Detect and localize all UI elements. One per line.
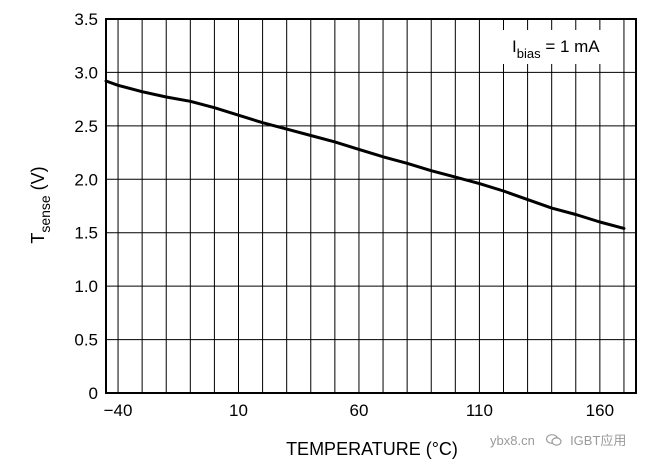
watermark: ybx8.cn IGBT应用 [490,430,626,449]
annotation-main: I [512,37,517,56]
annotation-box [500,30,620,64]
annotation-sub: bias [517,46,541,61]
x-tick-label: 160 [586,401,614,420]
x-axis-ticks: −40 10 60 110 160 [104,401,614,420]
y-tick-label: 2.5 [74,117,98,136]
watermark-account: IGBT应用 [570,433,627,448]
y-axis-ticks: 0 0.5 1.0 1.5 2.0 2.5 3.0 3.5 [74,10,98,403]
y-tick-label: 2.0 [74,170,98,189]
y-tick-label: 0.5 [74,331,98,350]
y-axis-label-main: T [28,233,48,244]
x-tick-label: 10 [229,401,248,420]
y-tick-label: 0 [89,384,98,403]
y-axis-label-unit: (V) [28,166,48,195]
series-line-tsense [104,79,626,230]
wechat-icon [546,434,563,446]
x-axis-label: TEMPERATURE (°C) [286,439,458,459]
grid [106,19,636,393]
annotation-ibias: Ibias = 1 mA [512,37,600,61]
y-tick-label: 3.0 [74,63,98,82]
plot-frame [105,18,637,394]
y-tick-label: 1.0 [74,277,98,296]
x-tick-label: 110 [466,401,493,420]
y-axis-label: Tsense (V) [28,166,53,243]
y-axis-label-sub: sense [37,195,53,233]
watermark-site: ybx8.cn [490,433,535,448]
y-tick-label: 1.5 [74,224,98,243]
y-tick-label: 3.5 [74,10,98,29]
annotation-rest: = 1 mA [541,37,601,56]
x-tick-label: 60 [349,401,368,420]
x-tick-label: −40 [104,401,133,420]
